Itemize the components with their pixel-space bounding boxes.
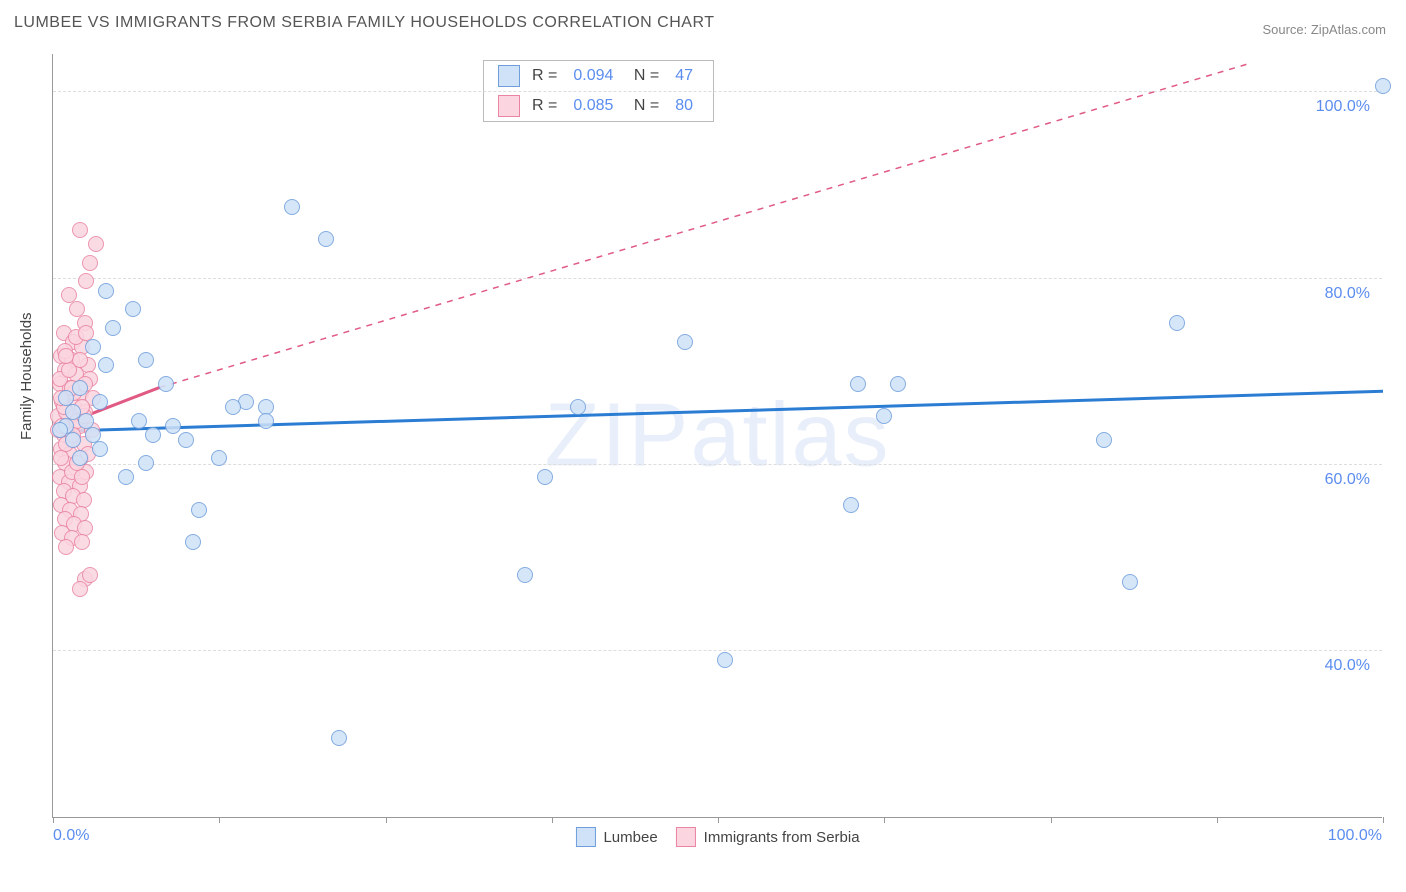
scatter-point: [1169, 315, 1185, 331]
scatter-point: [53, 450, 69, 466]
scatter-point: [1375, 78, 1391, 94]
scatter-point: [138, 455, 154, 471]
legend-n-value: 47: [675, 67, 693, 85]
scatter-point: [78, 273, 94, 289]
legend-swatch: [498, 95, 520, 117]
source-label: Source: ZipAtlas.com: [1262, 22, 1386, 37]
scatter-point: [72, 581, 88, 597]
scatter-point: [570, 399, 586, 415]
trend-lines-svg: [53, 54, 1382, 817]
chart-title: LUMBEE VS IMMIGRANTS FROM SERBIA FAMILY …: [14, 14, 714, 32]
gridline: [53, 91, 1382, 92]
scatter-point: [318, 231, 334, 247]
scatter-point: [131, 413, 147, 429]
legend-bottom-label: Immigrants from Serbia: [704, 829, 860, 846]
scatter-point: [517, 567, 533, 583]
scatter-point: [85, 427, 101, 443]
x-tick: [53, 817, 54, 823]
scatter-point: [191, 502, 207, 518]
scatter-point: [211, 450, 227, 466]
scatter-point: [258, 413, 274, 429]
scatter-point: [145, 427, 161, 443]
scatter-point: [1096, 432, 1112, 448]
scatter-point: [65, 432, 81, 448]
legend-bottom-label: Lumbee: [603, 829, 657, 846]
legend-swatch: [676, 827, 696, 847]
scatter-point: [58, 348, 74, 364]
scatter-point: [52, 422, 68, 438]
legend-r-value: 0.085: [573, 97, 613, 115]
watermark: ZIPatlas: [544, 384, 890, 487]
legend-r-label: R =: [532, 97, 557, 115]
scatter-point: [98, 283, 114, 299]
gridline: [53, 464, 1382, 465]
scatter-point: [178, 432, 194, 448]
x-tick: [219, 817, 220, 823]
scatter-point: [72, 380, 88, 396]
y-tick-label: 60.0%: [1325, 471, 1370, 489]
legend-bottom-item: Lumbee: [575, 827, 657, 847]
scatter-point: [58, 390, 74, 406]
x-axis-min-label: 0.0%: [53, 827, 89, 845]
scatter-point: [331, 730, 347, 746]
legend-n-value: 80: [675, 97, 693, 115]
scatter-point: [82, 255, 98, 271]
y-tick-label: 100.0%: [1316, 98, 1370, 116]
scatter-point: [74, 469, 90, 485]
x-tick: [1051, 817, 1052, 823]
x-tick: [386, 817, 387, 823]
legend-swatch: [498, 65, 520, 87]
scatter-point: [1122, 574, 1138, 590]
scatter-point: [72, 222, 88, 238]
scatter-point: [850, 376, 866, 392]
legend-swatch: [575, 827, 595, 847]
scatter-point: [185, 534, 201, 550]
scatter-point: [125, 301, 141, 317]
x-axis-max-label: 100.0%: [1328, 827, 1382, 845]
gridline: [53, 650, 1382, 651]
scatter-point: [537, 469, 553, 485]
legend-row: R = 0.085 N = 80: [484, 91, 713, 121]
scatter-point: [85, 339, 101, 355]
legend-row: R = 0.094 N = 47: [484, 61, 713, 91]
scatter-point: [284, 199, 300, 215]
x-tick: [1217, 817, 1218, 823]
legend-n-label: N =: [629, 67, 659, 85]
scatter-point: [717, 652, 733, 668]
scatter-point: [165, 418, 181, 434]
gridline: [53, 278, 1382, 279]
scatter-point: [74, 534, 90, 550]
scatter-point: [138, 352, 154, 368]
scatter-point: [78, 413, 94, 429]
chart-area: ZIPatlas R = 0.094 N = 47R = 0.085 N = 8…: [52, 54, 1382, 818]
legend-bottom: Lumbee Immigrants from Serbia: [575, 827, 859, 847]
scatter-point: [58, 539, 74, 555]
scatter-point: [92, 441, 108, 457]
x-tick: [884, 817, 885, 823]
x-tick: [1383, 817, 1384, 823]
legend-r-value: 0.094: [573, 67, 613, 85]
scatter-point: [225, 399, 241, 415]
x-tick: [718, 817, 719, 823]
scatter-point: [158, 376, 174, 392]
scatter-point: [843, 497, 859, 513]
scatter-point: [82, 567, 98, 583]
legend-n-label: N =: [629, 97, 659, 115]
legend-bottom-item: Immigrants from Serbia: [676, 827, 860, 847]
scatter-point: [876, 408, 892, 424]
scatter-point: [88, 236, 104, 252]
y-tick-label: 80.0%: [1325, 285, 1370, 303]
scatter-point: [72, 450, 88, 466]
scatter-point: [98, 357, 114, 373]
scatter-point: [677, 334, 693, 350]
x-tick: [552, 817, 553, 823]
legend-r-label: R =: [532, 67, 557, 85]
scatter-point: [890, 376, 906, 392]
scatter-point: [92, 394, 108, 410]
scatter-point: [118, 469, 134, 485]
y-axis-title: Family Households: [18, 312, 35, 440]
y-tick-label: 40.0%: [1325, 657, 1370, 675]
scatter-point: [105, 320, 121, 336]
